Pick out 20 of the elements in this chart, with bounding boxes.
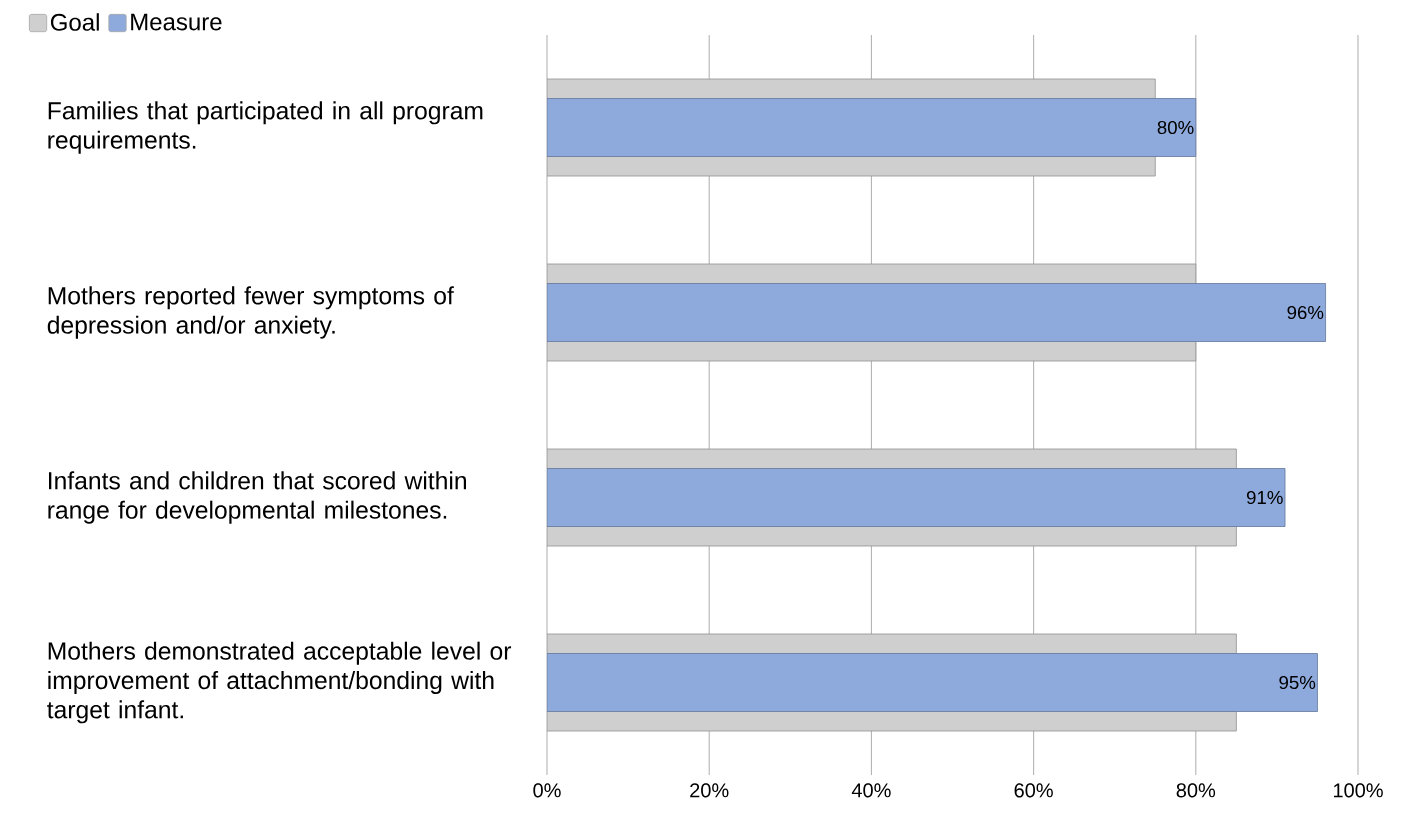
bar: [547, 98, 1197, 157]
x-tick-label: 80%: [1176, 783, 1216, 798]
legend-label: Goal: [50, 13, 99, 31]
bar: [547, 283, 1326, 342]
y-tick-label: Mothers demonstrated acceptable level or improvement of attachment/bonding with target infant.: [47, 641, 512, 724]
y-tick-label: Mothers reported fewer symptoms of depression and/or anxiety.: [47, 286, 454, 339]
legend-label: Measure: [131, 13, 222, 31]
bar: [547, 468, 1286, 527]
x-tick-label: 40%: [851, 783, 891, 798]
x-tick-label: 0%: [533, 783, 561, 798]
bar: [547, 653, 1318, 712]
data-label: 96%: [1287, 305, 1324, 320]
x-tick-label: 20%: [690, 783, 729, 798]
x-tick-label: 60%: [1014, 783, 1053, 798]
data-label: 80%: [1157, 120, 1194, 135]
y-tick-label: Families that participated in all program requirements.: [48, 101, 483, 154]
data-label: 91%: [1246, 490, 1283, 505]
data-label: 95%: [1279, 675, 1316, 690]
x-tick-label: 100%: [1333, 783, 1383, 798]
y-tick-label: Infants and children that scored within range for developmental milestones.: [48, 471, 466, 524]
